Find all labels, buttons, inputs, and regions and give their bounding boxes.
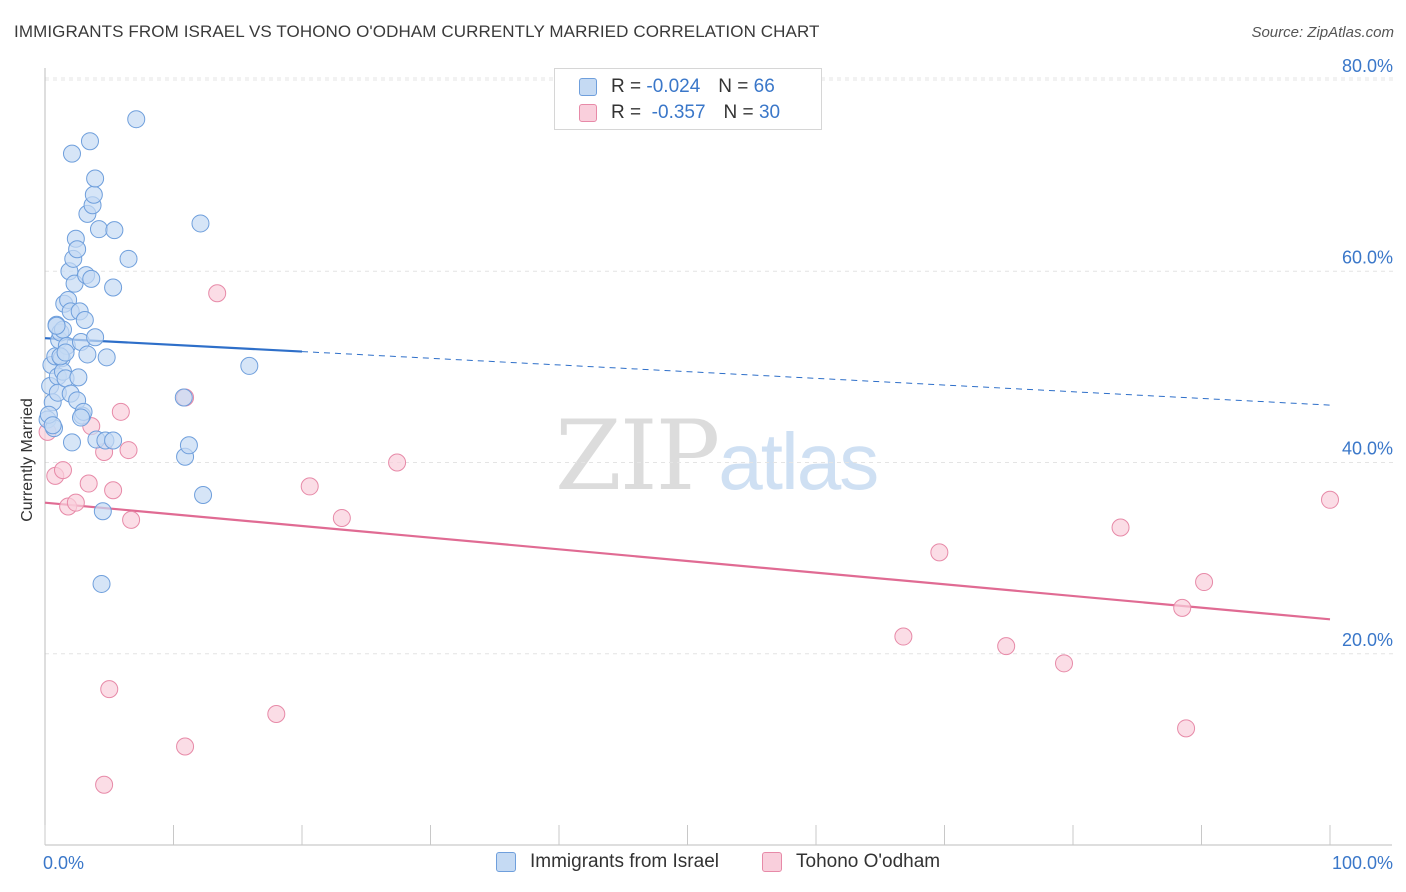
data-point-tohono (894, 627, 913, 646)
data-point-tohono (176, 737, 195, 756)
data-point-israel (97, 348, 116, 367)
data-point-israel (174, 388, 193, 407)
data-point-israel (179, 436, 198, 455)
data-point-tohono (930, 543, 949, 562)
data-point-israel (89, 220, 108, 239)
correlation-legend: R = -0.024 N = 66 R = -0.357 N = 30 (554, 68, 822, 130)
data-point-tohono (388, 453, 407, 472)
data-point-tohono (119, 441, 138, 460)
legend-n-value-tohono: 30 (758, 102, 781, 123)
y-tick-label: 40.0% (1342, 439, 1393, 459)
legend-r-label: R = (611, 102, 642, 123)
trendline-israel-extension (301, 351, 1331, 406)
data-point-tohono (1173, 598, 1192, 617)
watermark-zip: ZIP (555, 400, 720, 512)
data-point-tohono (122, 510, 141, 529)
watermark: ZIPatlas (555, 400, 879, 512)
data-point-israel (119, 249, 138, 268)
data-point-tohono (95, 775, 114, 794)
data-point-israel (84, 185, 103, 204)
trendline-tohono (44, 501, 1331, 621)
data-point-israel (62, 433, 81, 452)
data-point-israel (69, 368, 88, 387)
data-point-israel (71, 408, 90, 427)
y-tick-label: 80.0% (1342, 56, 1393, 76)
data-point-tohono (79, 474, 98, 493)
data-point-tohono (1111, 518, 1130, 537)
data-point-tohono (332, 508, 351, 527)
data-point-israel (78, 345, 97, 364)
data-point-israel (68, 240, 87, 259)
data-point-israel (191, 214, 210, 233)
tohono-legend-swatch (762, 852, 782, 872)
series-name-israel: Immigrants from Israel (530, 851, 719, 872)
y-tick-label: 20.0% (1342, 630, 1393, 650)
data-point-tohono (66, 493, 85, 512)
watermark-atlas: atlas (718, 417, 879, 506)
data-point-tohono (300, 477, 319, 496)
legend-n-label: N = (718, 76, 749, 97)
legend-r-value-tohono: -0.357 (651, 102, 706, 123)
data-point-tohono (100, 680, 119, 699)
israel-swatch (579, 78, 597, 96)
data-point-tohono (111, 402, 130, 421)
data-point-israel (240, 356, 259, 375)
y-axis-label: Currently Married (19, 398, 36, 522)
data-point-tohono (997, 637, 1016, 656)
data-point-tohono (267, 704, 286, 723)
data-point-tohono (208, 284, 227, 303)
data-point-tohono (1055, 654, 1074, 673)
data-point-tohono (53, 461, 72, 480)
data-point-israel (104, 278, 123, 297)
y-tick-label: 60.0% (1342, 247, 1393, 267)
data-point-israel (104, 431, 123, 450)
data-point-tohono (1195, 573, 1214, 592)
data-point-israel (56, 343, 75, 362)
data-point-tohono (1177, 719, 1196, 738)
israel-legend-swatch (496, 852, 516, 872)
series-legend-israel[interactable]: Immigrants from Israel (496, 851, 719, 873)
x-tick-label: 0.0% (43, 853, 84, 873)
tohono-swatch (579, 104, 597, 122)
series-legend: Immigrants from Israel Tohono O'odham (0, 851, 1406, 877)
data-point-israel (43, 416, 62, 435)
series-legend-tohono[interactable]: Tohono O'odham (762, 851, 940, 873)
legend-r-label: R = (611, 76, 642, 97)
data-point-tohono (1321, 490, 1339, 509)
data-point-israel (80, 132, 99, 151)
data-point-israel (194, 486, 213, 505)
data-point-israel (127, 110, 146, 129)
legend-row-israel: R = -0.024 N = 66 (579, 76, 775, 98)
data-point-israel (86, 169, 105, 188)
series-name-tohono: Tohono O'odham (796, 851, 941, 872)
data-point-israel (47, 316, 66, 335)
source-credit: Source: ZipAtlas.com (1251, 24, 1394, 41)
data-point-israel (92, 574, 111, 593)
data-point-israel (86, 328, 105, 347)
legend-n-value-israel: 66 (753, 76, 775, 97)
data-point-israel (93, 502, 112, 521)
data-point-israel (75, 311, 94, 330)
data-point-tohono (104, 481, 123, 500)
data-point-israel (105, 221, 124, 240)
data-point-israel (62, 144, 81, 163)
x-tick-label: 100.0% (1332, 853, 1393, 873)
data-point-israel (82, 269, 101, 288)
legend-n-label: N = (723, 102, 754, 123)
legend-r-value-israel: -0.024 (646, 76, 701, 97)
legend-row-tohono: R = -0.357 N = 30 (579, 102, 780, 124)
chart-title: IMMIGRANTS FROM ISRAEL VS TOHONO O'ODHAM… (14, 22, 820, 41)
